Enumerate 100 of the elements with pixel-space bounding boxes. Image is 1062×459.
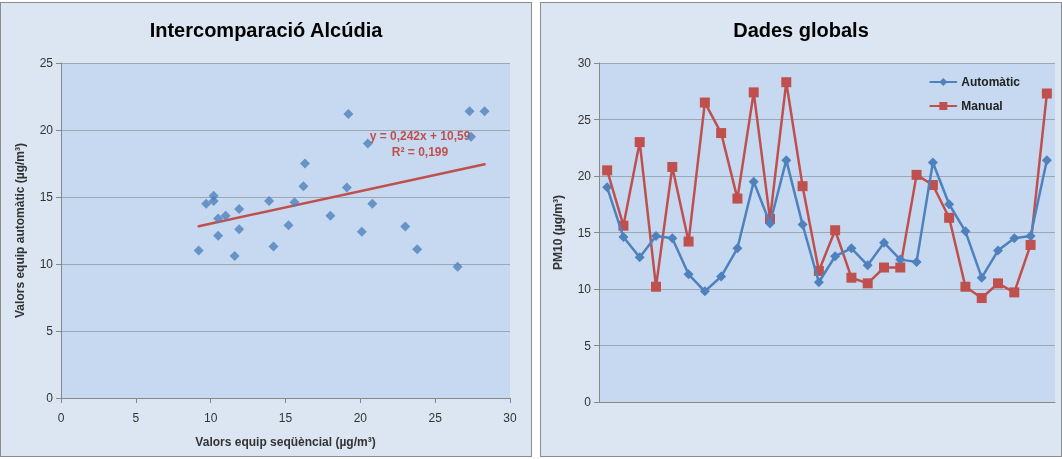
y-tick-label: 0 [46, 391, 54, 405]
y-tick-label: 0 [584, 395, 592, 409]
point [976, 272, 987, 283]
point [846, 272, 857, 283]
y-tick-label: 25 [39, 56, 54, 70]
x-axis-title: Valors equip seqüèncial (µg/m³) [195, 435, 376, 449]
point [229, 250, 240, 261]
point [699, 97, 710, 108]
point [879, 237, 889, 248]
point [234, 204, 245, 215]
point [1025, 239, 1036, 250]
point [618, 232, 629, 243]
point [683, 269, 694, 280]
point [667, 161, 678, 172]
x-tick-label: 5 [132, 411, 140, 425]
point [213, 213, 224, 224]
point [283, 220, 294, 231]
point [797, 181, 808, 192]
point [400, 221, 411, 232]
y-tick-label: 5 [46, 324, 54, 338]
y-tick-label: 30 [577, 56, 592, 70]
point [479, 106, 490, 117]
point [993, 245, 1003, 256]
point [732, 193, 743, 204]
point [944, 212, 955, 223]
point [1009, 287, 1020, 298]
legend-label: Automàtic [961, 75, 1021, 89]
point [748, 87, 759, 98]
point [289, 197, 300, 208]
point [367, 198, 378, 209]
point [1041, 155, 1052, 166]
point [846, 243, 857, 254]
chart-title: Intercomparació Alcúdia [149, 19, 384, 41]
point [667, 233, 678, 244]
point [213, 230, 224, 241]
point [911, 169, 922, 180]
point [716, 271, 727, 282]
y-tick-label: 25 [577, 112, 592, 127]
point [452, 261, 463, 272]
point [976, 293, 987, 304]
annotation: y = 0,242x + 10,59 [369, 129, 471, 143]
point [862, 278, 873, 289]
point [748, 176, 759, 187]
point [813, 277, 824, 288]
point [699, 286, 710, 297]
point [716, 128, 727, 139]
y-axis-title: PM10 (µg/m³) [551, 195, 565, 270]
point [895, 262, 906, 273]
point [993, 278, 1003, 289]
point [208, 190, 219, 201]
point [234, 224, 245, 235]
point [797, 219, 808, 230]
point [298, 181, 309, 192]
point [602, 182, 613, 193]
point [356, 226, 367, 237]
point [895, 254, 906, 265]
y-tick-label: 10 [39, 257, 54, 271]
point [341, 182, 352, 193]
point [732, 243, 743, 254]
chart-title: Dades globals [733, 19, 869, 41]
point [830, 251, 841, 262]
point [268, 241, 279, 252]
y-axis-title: Valors equip automàtic (µg/m³) [13, 143, 27, 318]
y-tick-label: 10 [577, 282, 592, 296]
point [1041, 88, 1052, 99]
point [651, 281, 661, 292]
point [412, 244, 423, 255]
point [1009, 233, 1020, 244]
point [1025, 230, 1036, 241]
point [264, 196, 275, 207]
point [602, 165, 613, 176]
point [765, 218, 775, 229]
point [944, 199, 955, 210]
point [201, 198, 212, 209]
point [960, 226, 971, 237]
x-tick-label: 10 [203, 411, 218, 425]
point [862, 260, 873, 271]
point [634, 252, 645, 263]
annotation: R² = 0,199 [391, 145, 449, 159]
point [683, 236, 694, 247]
y-tick-label: 20 [577, 169, 592, 183]
point [634, 137, 645, 148]
y-tick-label: 20 [39, 123, 54, 137]
point [651, 230, 661, 241]
y-tick-label: 15 [577, 225, 592, 240]
point [879, 262, 889, 273]
point [220, 210, 231, 221]
point [830, 225, 841, 236]
point [343, 108, 354, 119]
x-tick-label: 0 [57, 411, 65, 425]
x-tick-label: 30 [503, 411, 517, 425]
point [781, 77, 792, 88]
point [193, 245, 204, 256]
x-tick-label: 25 [428, 411, 443, 425]
point [325, 210, 336, 221]
y-tick-label: 5 [584, 338, 592, 353]
point [911, 256, 922, 267]
x-tick-label: 20 [353, 411, 368, 425]
x-tick-label: 15 [278, 411, 293, 425]
y-tick-label: 15 [39, 190, 54, 204]
